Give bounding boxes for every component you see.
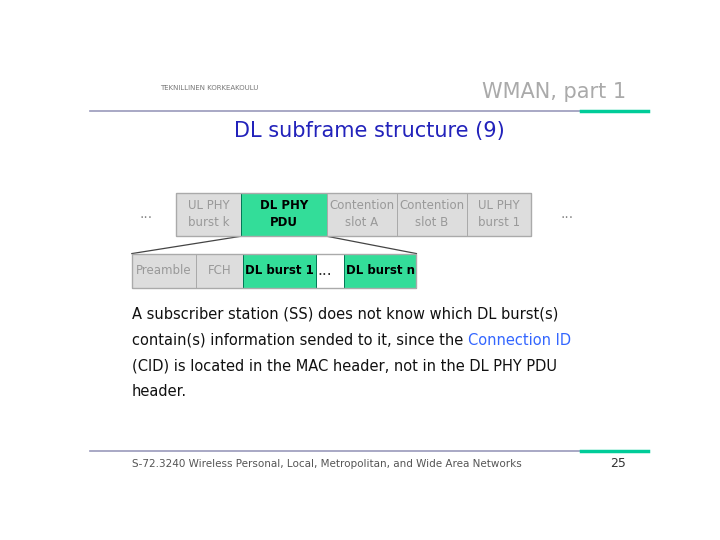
Text: header.: header.	[132, 384, 187, 399]
Text: A subscriber station (SS) does not know which DL burst(s): A subscriber station (SS) does not know …	[132, 307, 558, 322]
Text: (CID) is located in the MAC header, not in the DL PHY PDU: (CID) is located in the MAC header, not …	[132, 359, 557, 373]
Text: UL PHY
burst 1: UL PHY burst 1	[477, 199, 520, 230]
Text: WMAN, part 1: WMAN, part 1	[482, 82, 626, 102]
Bar	[176, 193, 531, 237]
Bar	[327, 193, 397, 237]
Bar	[132, 254, 416, 288]
Text: ...: ...	[561, 207, 574, 221]
Text: Connection ID: Connection ID	[468, 333, 571, 348]
Bar	[132, 254, 196, 288]
Text: ...: ...	[317, 263, 332, 278]
Bar	[397, 193, 467, 237]
Text: TEKNILLINEN KORKEAKOULU: TEKNILLINEN KORKEAKOULU	[160, 85, 258, 91]
Bar	[467, 193, 531, 237]
Text: ...: ...	[139, 207, 153, 221]
Text: Preamble: Preamble	[136, 264, 192, 277]
Text: DL burst n: DL burst n	[346, 264, 415, 277]
Bar	[176, 193, 240, 237]
Text: UL PHY
burst k: UL PHY burst k	[188, 199, 230, 230]
Bar	[344, 254, 416, 288]
Text: 25: 25	[610, 457, 626, 470]
Text: contain(s) information sended to it, since the: contain(s) information sended to it, sin…	[132, 333, 468, 348]
Text: DL subframe structure (9): DL subframe structure (9)	[233, 122, 505, 141]
Text: Contention
slot B: Contention slot B	[399, 199, 464, 230]
Text: Contention
slot A: Contention slot A	[330, 199, 395, 230]
Bar	[196, 254, 243, 288]
Text: DL PHY
PDU: DL PHY PDU	[260, 199, 308, 230]
Bar	[240, 193, 327, 237]
Text: FCH: FCH	[208, 264, 232, 277]
Bar	[243, 254, 316, 288]
Text: S-72.3240 Wireless Personal, Local, Metropolitan, and Wide Area Networks: S-72.3240 Wireless Personal, Local, Metr…	[132, 459, 521, 469]
Text: DL burst 1: DL burst 1	[246, 264, 314, 277]
